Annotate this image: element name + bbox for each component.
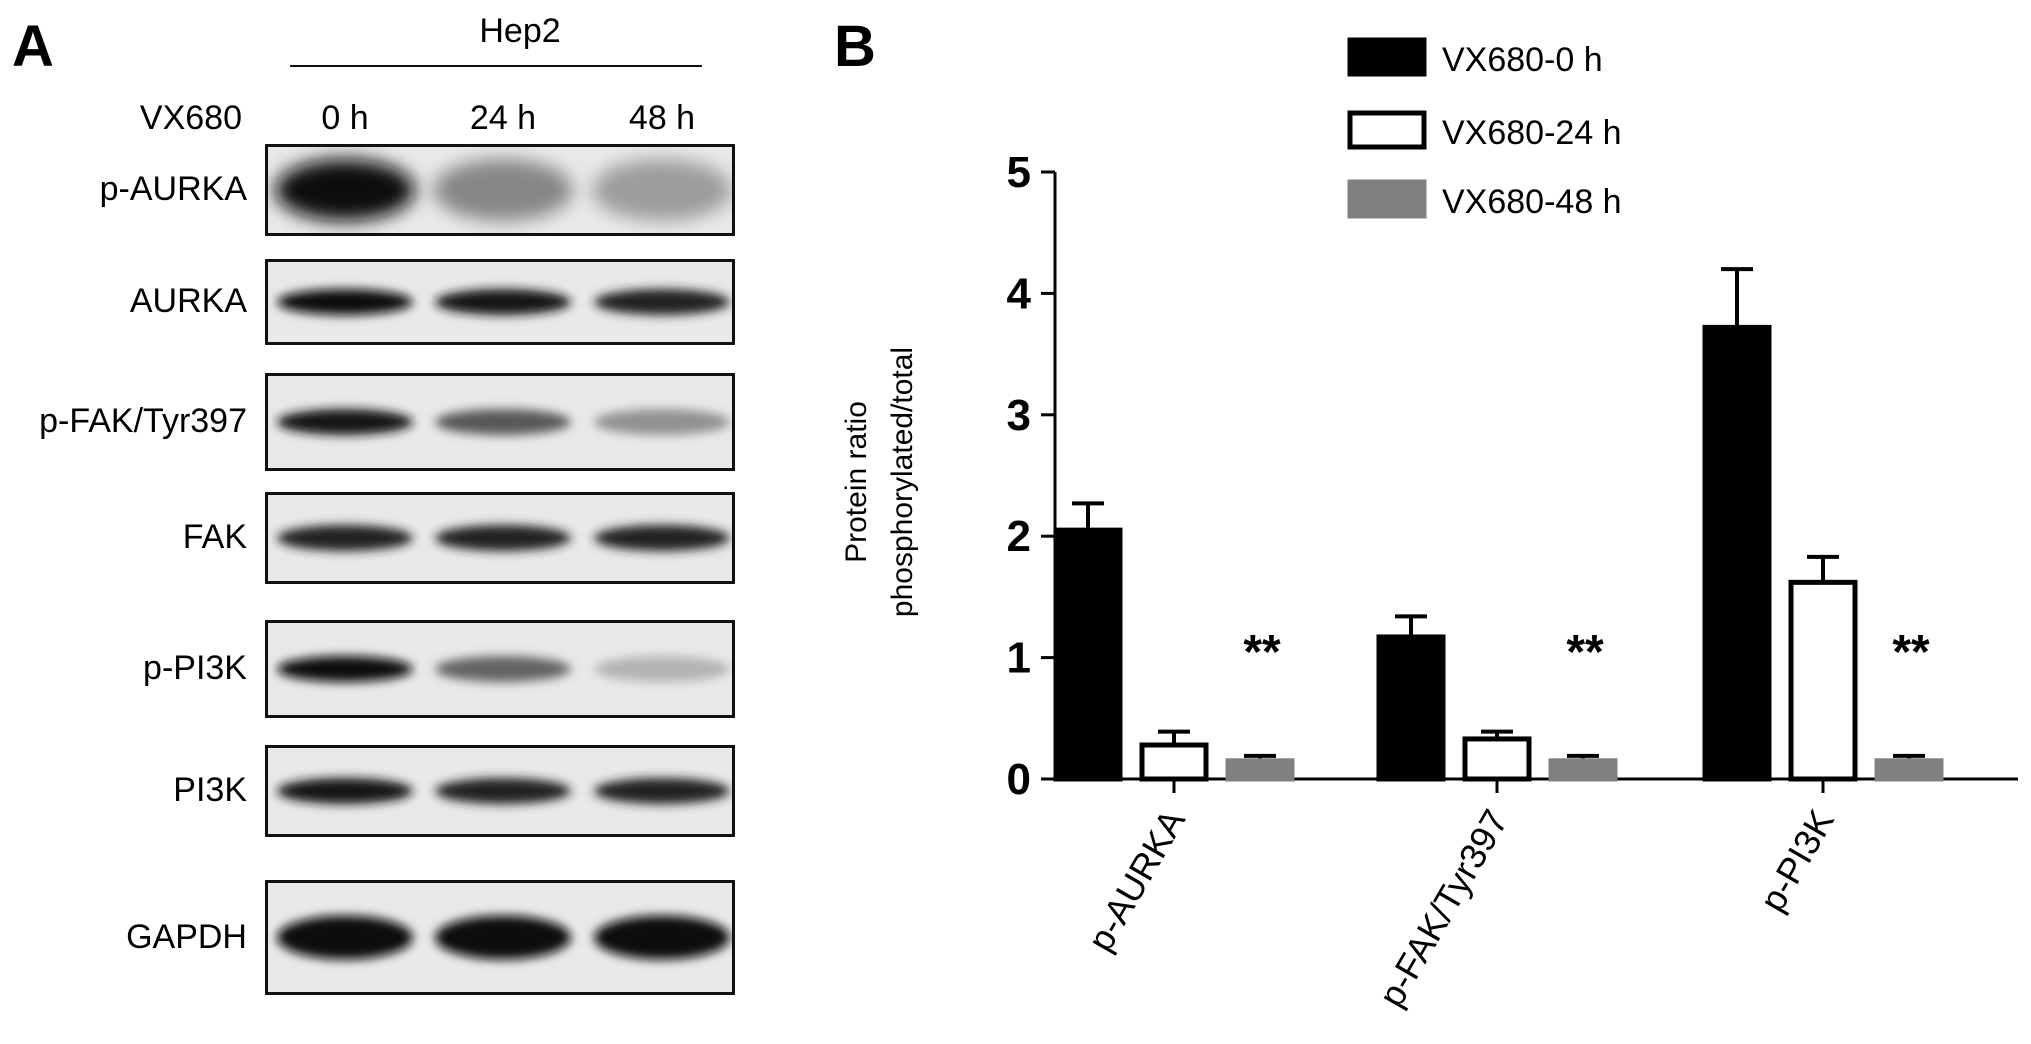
- blot-label: AURKA: [129, 282, 247, 320]
- bar: [1139, 742, 1209, 782]
- blot-band: [594, 656, 730, 682]
- blot-band: [594, 289, 730, 315]
- y-tick-label: 3: [1007, 391, 1031, 440]
- blot-band: [435, 778, 571, 804]
- y-tick-label: 2: [1007, 512, 1031, 561]
- blot-panel: [265, 373, 735, 471]
- blot-bands: [277, 525, 730, 551]
- blot-panel: [265, 880, 735, 995]
- panel-a-letter: A: [12, 14, 54, 79]
- y-tick-label: 5: [1007, 148, 1031, 197]
- blot-label: FAK: [182, 518, 247, 556]
- legend-swatch: [1347, 179, 1427, 219]
- blot-band: [594, 778, 730, 804]
- blot-bands: [275, 159, 732, 221]
- bar: [1462, 736, 1532, 782]
- blot-band: [594, 915, 730, 960]
- bar: [1788, 579, 1858, 782]
- bar: [1548, 758, 1618, 782]
- lane-label: 0 h: [321, 99, 369, 137]
- x-tick-label: p-FAK/Tyr397: [1370, 803, 1516, 1014]
- blot-band: [277, 915, 413, 960]
- blot-label: p-FAK/Tyr397: [39, 402, 247, 440]
- blot-bands: [277, 409, 730, 435]
- blot-panel: [265, 259, 735, 345]
- cell-line-divider: [290, 65, 702, 67]
- blot-label: p-PI3K: [143, 649, 247, 687]
- blot-band: [435, 409, 571, 435]
- legend-swatch: [1347, 37, 1427, 77]
- y-tick-label: 0: [1007, 755, 1031, 804]
- cell-line-label: Hep2: [479, 12, 561, 50]
- blot-band: [592, 159, 732, 221]
- blot-band: [277, 778, 413, 804]
- blot-panel: [265, 745, 735, 837]
- x-tick-label: p-AURKA: [1079, 803, 1193, 959]
- blot-panel: [265, 620, 735, 718]
- blot-bands: [277, 656, 730, 682]
- blot-label: PI3K: [173, 771, 247, 809]
- blot-panel: [265, 144, 735, 236]
- y-axis-label: phosphorylated/total: [886, 347, 919, 617]
- blot-label: p-AURKA: [99, 170, 247, 208]
- x-tick-label: p-PI3K: [1751, 803, 1842, 919]
- blot-band: [277, 409, 413, 435]
- bar: [1053, 527, 1123, 782]
- bar: [1225, 758, 1295, 782]
- y-tick-label: 1: [1007, 634, 1031, 683]
- blot-band: [277, 656, 413, 682]
- lane-label: 48 h: [628, 99, 696, 137]
- blot-bands: [277, 915, 730, 960]
- legend-swatch: [1347, 110, 1427, 150]
- blot-band: [435, 289, 571, 315]
- blot-bands: [277, 778, 730, 804]
- blot-band: [275, 159, 415, 221]
- significance-marker: **: [1566, 626, 1604, 679]
- panel-b-letter: B: [834, 14, 876, 79]
- legend-label: VX680-0 h: [1442, 41, 1603, 79]
- blot-band: [594, 409, 730, 435]
- bar: [1376, 634, 1446, 782]
- bar: [1874, 758, 1944, 782]
- blot-band: [433, 159, 573, 221]
- blot-band: [435, 915, 571, 960]
- y-axis-label: Protein ratio: [840, 401, 873, 563]
- legend-label: VX680-48 h: [1442, 183, 1622, 221]
- blot-band: [277, 525, 413, 551]
- lane-label: 24 h: [469, 99, 537, 137]
- blot-bands: [277, 289, 730, 315]
- legend-label: VX680-24 h: [1442, 114, 1622, 152]
- significance-marker: **: [1243, 626, 1281, 679]
- significance-marker: **: [1892, 626, 1930, 679]
- blot-band: [435, 656, 571, 682]
- treatment-label: VX680: [139, 99, 242, 137]
- blot-band: [277, 289, 413, 315]
- blot-panel: [265, 492, 735, 584]
- blot-label: GAPDH: [126, 917, 247, 956]
- blot-band: [435, 525, 571, 551]
- y-tick-label: 4: [1007, 269, 1032, 318]
- blot-band: [594, 525, 730, 551]
- bar: [1702, 324, 1772, 782]
